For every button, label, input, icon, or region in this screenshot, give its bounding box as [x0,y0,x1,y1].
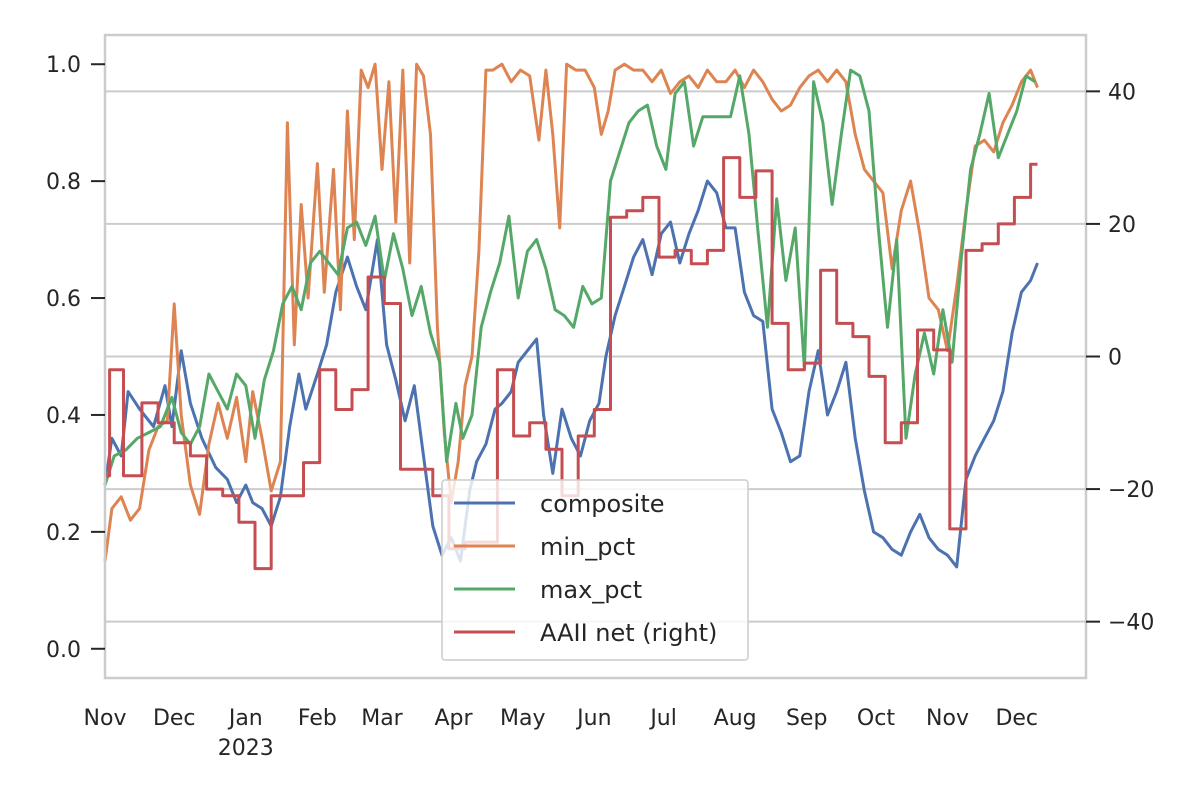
x-tick-label: Mar [361,706,403,731]
x-tick-label: Nov [926,706,969,731]
right-tick-label: −40 [1108,611,1154,636]
x-tick-year-label: 2023 [218,736,274,761]
plot-series [103,62,1039,571]
series-line-max-pct [103,68,1037,486]
x-tick-label: Oct [857,706,895,731]
series-line-composite [103,179,1039,569]
right-y-axis: −40 −20 0 20 40 [1086,80,1154,636]
left-tick-label: 0.2 [46,521,81,546]
x-tick-label: Jan [227,706,263,731]
right-tick-label: −20 [1108,478,1154,503]
legend-label: max_pct [540,576,642,604]
right-tick-label: 20 [1108,213,1136,238]
left-tick-label: 0.6 [46,287,81,312]
series-line-aaii-net-right [105,156,1038,571]
right-tick-label: 0 [1108,346,1122,371]
right-tick-label: 40 [1108,80,1136,105]
x-tick-label: Aug [714,706,757,731]
x-tick-label: Dec [153,706,196,731]
x-tick-label: Jun [575,706,611,731]
x-tick-label: Feb [298,706,337,731]
x-tick-label: Apr [435,706,474,731]
x-tick-label: Jul [648,706,677,731]
x-tick-label: May [500,706,545,731]
left-tick-label: 0.0 [46,638,81,663]
legend-label: min_pct [540,533,635,561]
legend-box [441,479,749,661]
left-tick-label: 0.8 [46,170,81,195]
left-tick-label: 0.4 [46,404,81,429]
x-tick-label: Sep [786,706,827,731]
x-tick-label: Dec [995,706,1038,731]
legend-label: AAII net (right) [540,619,717,647]
x-tick-label: Nov [84,706,127,731]
series-line-min-pct [103,62,1039,562]
left-y-axis: 0.0 0.2 0.4 0.6 0.8 1.0 [46,53,105,663]
x-axis: Nov Dec Jan 2023 Feb Mar Apr May Jun Jul Aug Sep Oct… [84,706,1039,761]
legend-label: composite [540,490,665,518]
left-tick-label: 1.0 [46,53,81,78]
legend: composite min_pct max_pct AAII net (right) [441,479,749,661]
